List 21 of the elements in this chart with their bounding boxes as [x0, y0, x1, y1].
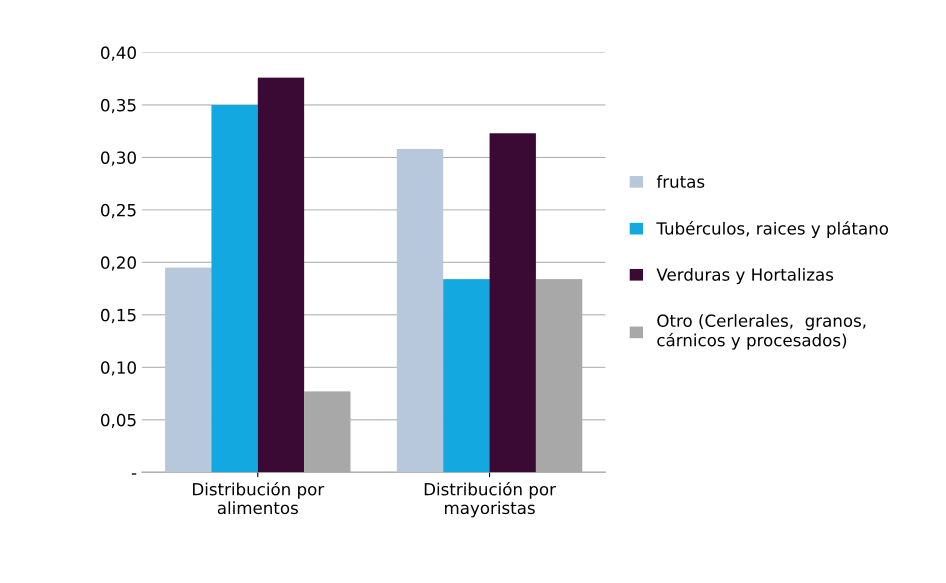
x-tick-label: Distribución por alimentos	[193, 482, 324, 514]
bar	[211, 104, 258, 472]
y-tick-label: 0,05	[101, 414, 136, 428]
y-tick-label: 0,10	[101, 361, 136, 376]
bar	[396, 149, 444, 472]
y-tick-label: 0,20	[101, 256, 136, 271]
bar	[443, 279, 490, 472]
y-tick-label: 0,40	[101, 46, 136, 61]
bar	[165, 268, 212, 472]
y-tick-label: 0,30	[101, 151, 136, 166]
y-tick-label: 0,35	[101, 98, 136, 114]
bar	[490, 133, 536, 472]
bar	[258, 78, 304, 472]
legend-label: frutas	[656, 175, 704, 188]
x-tick-label: Distribución por mayoristas	[424, 482, 556, 518]
legend-label: Verduras y Hortalizas	[656, 268, 834, 284]
y-tick-label: -	[132, 473, 136, 475]
legend-label: Otro (Cerlerales, granos, cárnicos y procesados)	[657, 314, 866, 350]
y-tick-label: 0,25	[101, 204, 136, 218]
y-tick-label: 0,15	[101, 308, 136, 324]
legend-label: Tubérculos, raices y plátano	[656, 221, 888, 238]
